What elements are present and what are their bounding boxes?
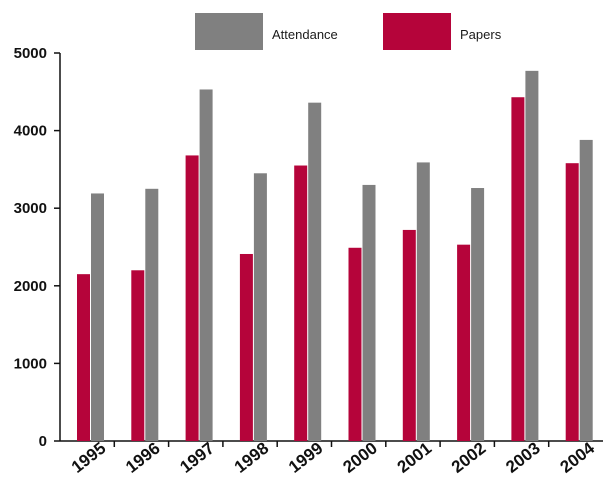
x-tick-label: 1999 — [285, 439, 327, 477]
bar-attendance-1997 — [199, 89, 213, 442]
legend-swatch-papers — [383, 13, 451, 50]
x-tick-label: 2002 — [448, 439, 490, 477]
bar-attendance-2003 — [525, 70, 539, 442]
bar-papers-2004 — [565, 163, 579, 441]
x-tick-label: 2003 — [502, 439, 544, 477]
bar-papers-2003 — [511, 97, 525, 442]
x-tick-label: 1995 — [68, 439, 110, 477]
y-tick-label: 4000 — [14, 123, 47, 140]
legend-label-attendance: Attendance — [272, 27, 338, 42]
legend-swatch-attendance — [195, 13, 263, 50]
bar-papers-1995 — [77, 274, 90, 441]
bar-attendance-2004 — [579, 139, 593, 442]
x-tick-label: 1998 — [231, 439, 273, 477]
x-tick-label: 2004 — [557, 438, 599, 477]
bar-attendance-1996 — [145, 188, 159, 441]
bar-attendance-1995 — [91, 193, 104, 441]
bar-attendance-1999 — [308, 102, 322, 441]
bar-papers-2002 — [457, 244, 471, 441]
bar-attendance-2002 — [471, 188, 485, 441]
bar-papers-1999 — [294, 165, 308, 441]
y-tick-label: 5000 — [14, 45, 47, 62]
bar-papers-1998 — [239, 253, 253, 441]
x-tick-label: 2001 — [394, 439, 436, 477]
y-tick-label: 3000 — [14, 200, 47, 217]
bar-papers-1997 — [185, 155, 199, 441]
x-tick-label: 1996 — [122, 439, 164, 477]
legend-label-papers: Papers — [460, 27, 502, 42]
y-tick-label: 1000 — [14, 355, 47, 372]
x-tick-label: 1997 — [176, 439, 218, 477]
y-tick-label: 0 — [39, 433, 47, 450]
bar-papers-1996 — [131, 270, 145, 441]
bar-papers-2001 — [402, 229, 416, 441]
x-tick-label: 2000 — [339, 439, 381, 477]
bar-attendance-1998 — [253, 173, 267, 441]
bars — [77, 70, 593, 442]
bar-papers-2000 — [348, 247, 362, 441]
bar-attendance-2000 — [362, 184, 376, 442]
axes: 0 1000 2000 3000 4000 5000 — [14, 45, 603, 450]
legend: Attendance Papers — [195, 13, 502, 50]
y-tick-label: 2000 — [14, 278, 47, 295]
bar-attendance-2001 — [416, 162, 430, 441]
x-axis-tick-labels: 1995 1996 1997 1998 1999 2000 2001 2002 2003 2004 — [68, 438, 599, 477]
